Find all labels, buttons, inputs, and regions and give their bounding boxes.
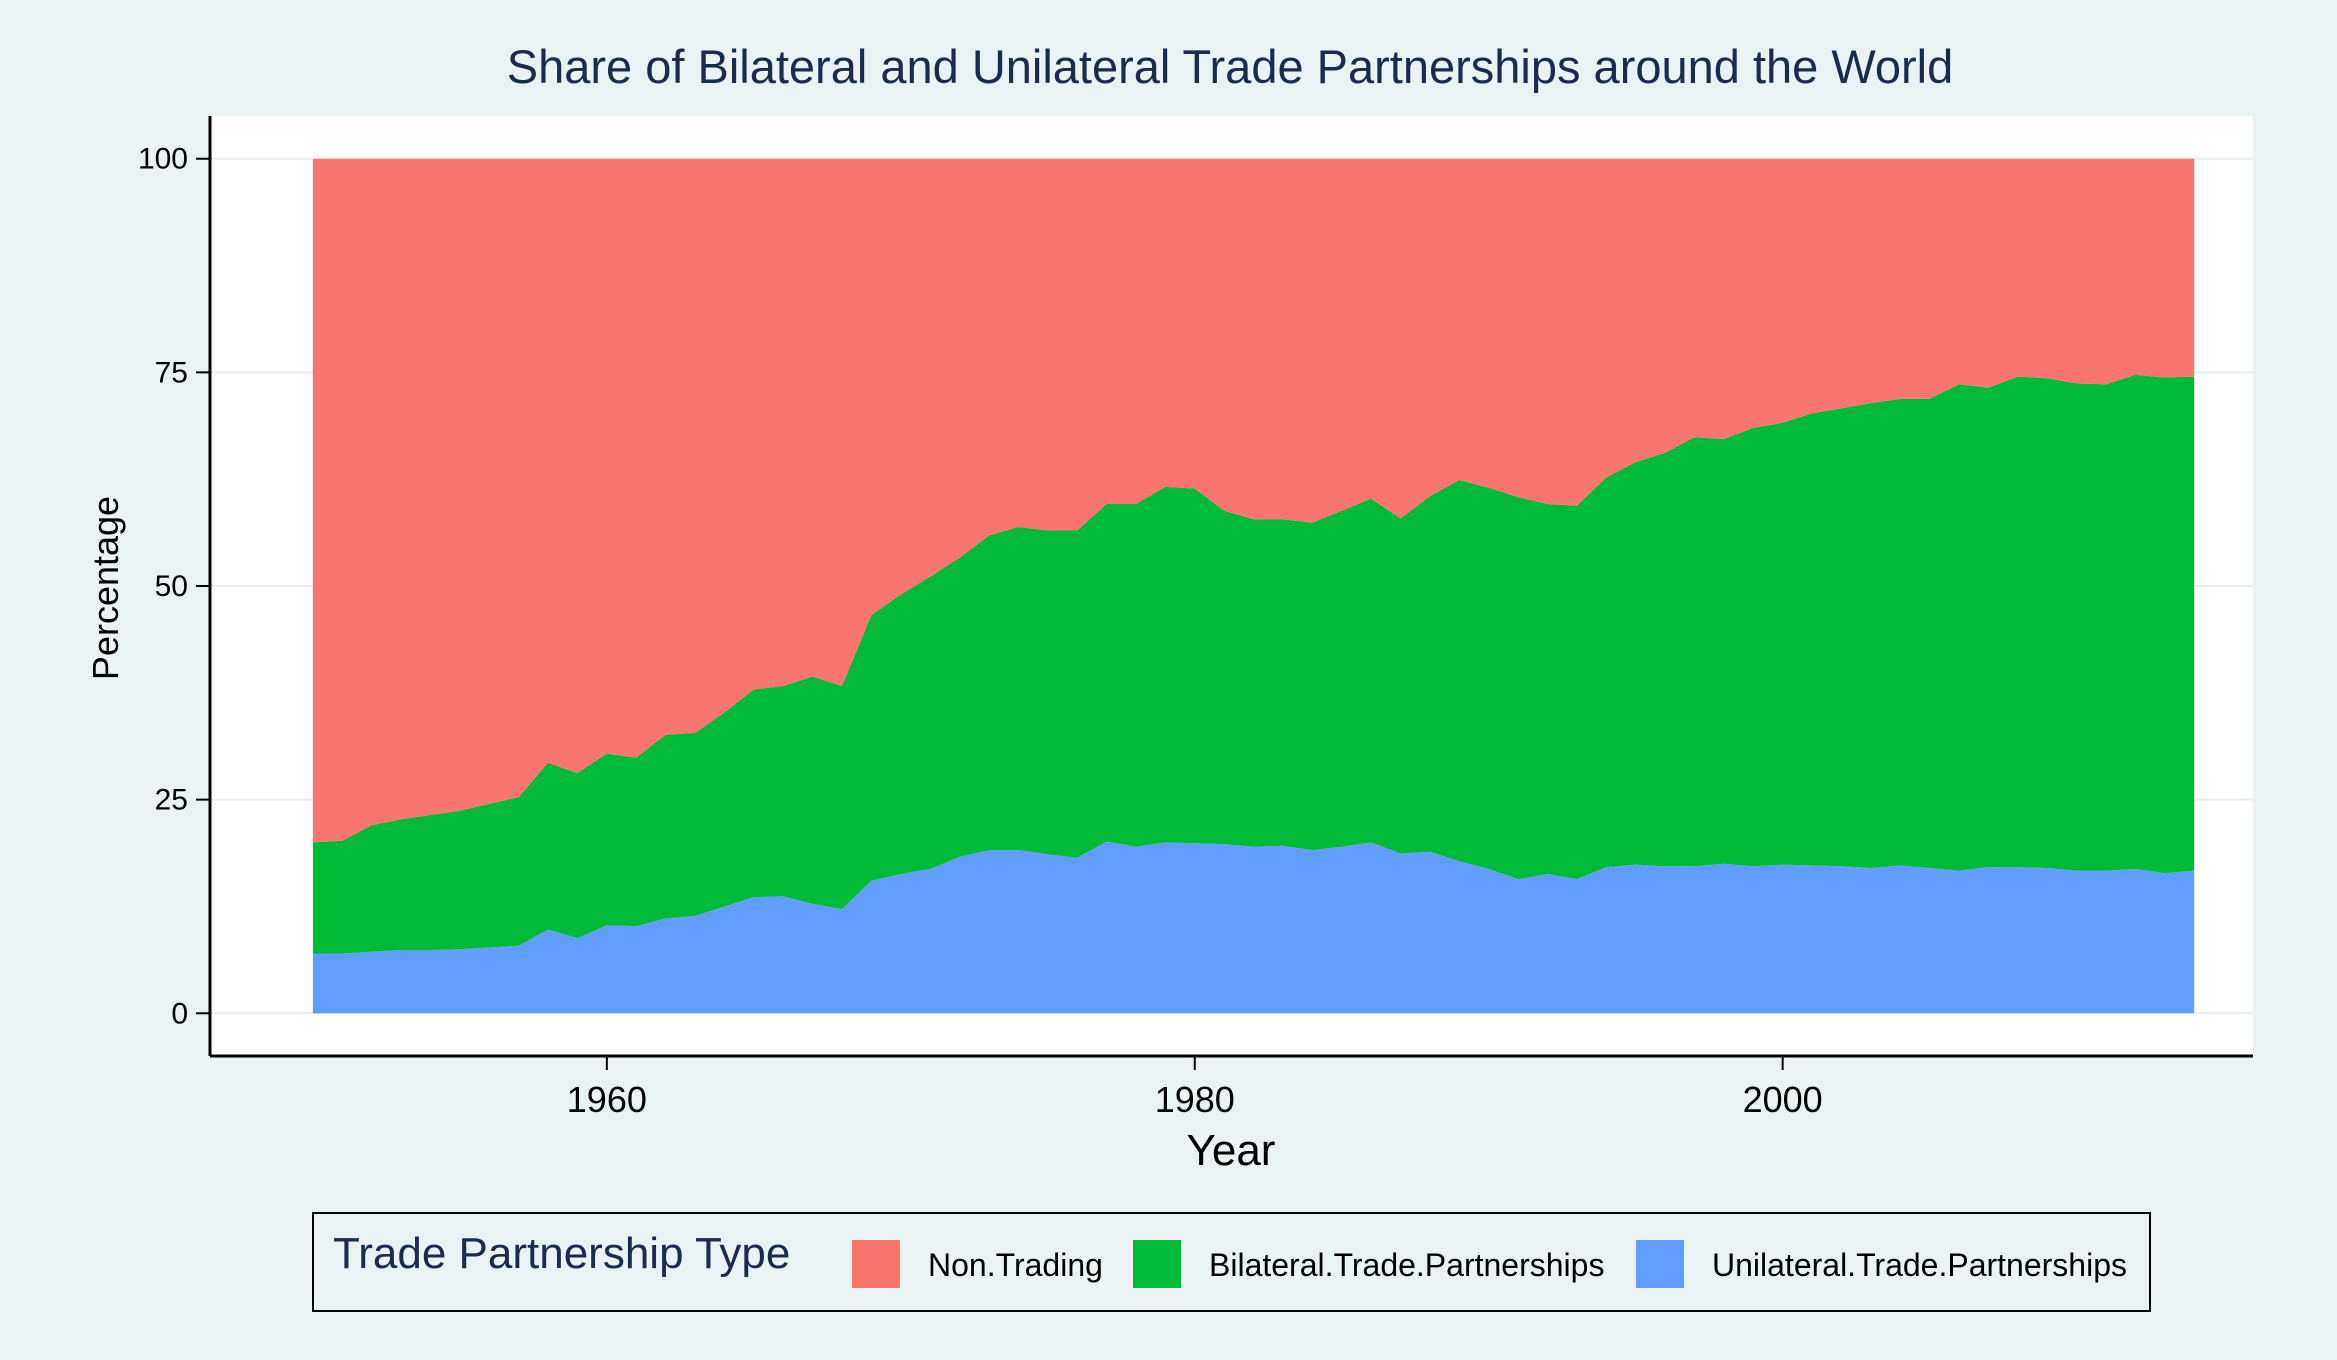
area-non-trading — [312, 158, 2195, 843]
y-axis-ticks: 0 25 50 75 100 — [138, 143, 210, 1030]
stacked-areas — [312, 158, 2195, 1014]
legend-box — [312, 1212, 2151, 1312]
legend-swatch-non-trading — [852, 1240, 900, 1288]
y-tick-label: 100 — [138, 143, 188, 176]
legend-items: Non.Trading Bilateral.Trade.Partnerships U… — [852, 1240, 2127, 1288]
y-tick-label: 25 — [155, 784, 188, 817]
legend-label-non-trading: Non.Trading — [928, 1247, 1103, 1283]
y-axis-label: Percentage — [85, 496, 126, 680]
y-tick-label: 75 — [155, 356, 188, 389]
x-axis-ticks: 1960 1980 2000 — [567, 1056, 1823, 1120]
legend-swatch-unilateral-trade-partnerships — [1636, 1240, 1684, 1288]
y-tick-label: 50 — [155, 570, 188, 603]
legend-label-bilateral-trade-partnerships: Bilateral.Trade.Partnerships — [1209, 1247, 1604, 1283]
x-tick-label: 1980 — [1155, 1079, 1235, 1120]
x-tick-label: 1960 — [567, 1079, 647, 1120]
y-tick-label: 0 — [171, 997, 188, 1030]
chart-title: Share of Bilateral and Unilateral Trade … — [507, 40, 1954, 93]
legend-swatch-bilateral-trade-partnerships — [1133, 1240, 1181, 1288]
area-bilateral-trade-partnerships — [312, 374, 2195, 954]
x-tick-label: 2000 — [1743, 1079, 1823, 1120]
legend: Trade Partnership Type Non.Trading Bilate… — [312, 1212, 2151, 1312]
x-axis-label: Year — [1187, 1126, 1276, 1175]
area-unilateral-trade-partnerships — [312, 841, 2195, 1014]
plot-area: 0 25 50 75 100 1960 1980 2000 — [138, 116, 2253, 1120]
legend-label-unilateral-trade-partnerships: Unilateral.Trade.Partnerships — [1712, 1247, 2127, 1283]
legend-title: Trade Partnership Type — [333, 1229, 790, 1278]
